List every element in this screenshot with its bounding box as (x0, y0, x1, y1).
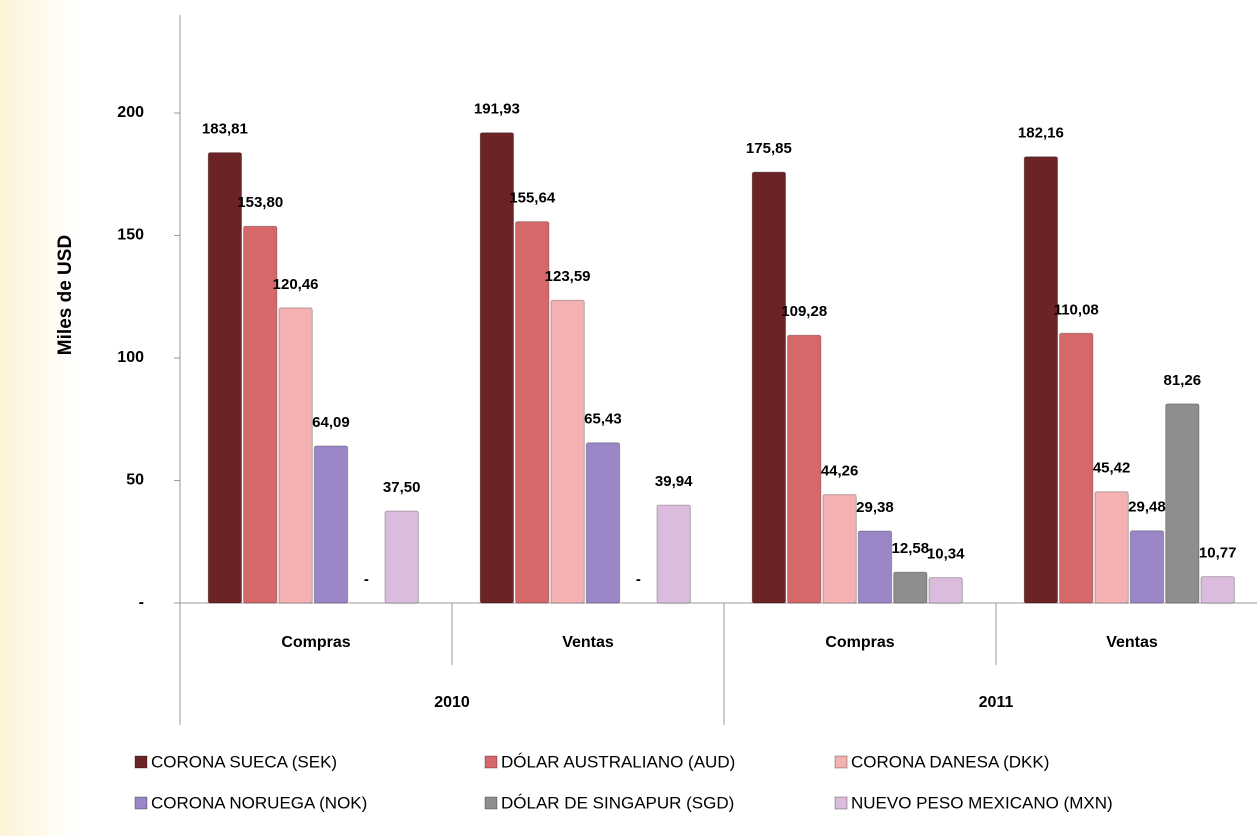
legend-label: CORONA NORUEGA (NOK) (151, 793, 367, 812)
legend-swatch (834, 755, 848, 769)
bar (1023, 156, 1059, 604)
bar (479, 132, 515, 604)
bar (1165, 403, 1200, 604)
y-tick-label: 200 (117, 104, 144, 121)
legend-label: DÓLAR AUSTRALIANO (AUD) (501, 752, 735, 771)
legend-label: DÓLAR DE SINGAPUR (SGD) (501, 793, 734, 812)
bar (656, 504, 691, 604)
legend-label: NUEVO PESO MEXICANO (MXN) (851, 793, 1113, 812)
bar (278, 307, 313, 604)
bar (857, 530, 893, 604)
legend-swatch (484, 755, 498, 769)
legend-label: CORONA SUECA (SEK) (151, 752, 337, 771)
value-label: 153,80 (237, 194, 283, 211)
value-label: 65,43 (584, 411, 622, 428)
value-label: 155,64 (509, 190, 556, 207)
legend-swatch (134, 796, 148, 810)
value-label: 110,08 (1054, 301, 1099, 318)
bar (787, 334, 822, 604)
x-tick-label: Compras (825, 634, 894, 651)
bar (1094, 491, 1129, 604)
bar (751, 171, 787, 604)
value-label: 175,85 (746, 140, 792, 157)
y-tick-label: 50 (126, 472, 144, 489)
value-label: 191,93 (474, 101, 520, 118)
legend-label: CORONA DANESA (DKK) (851, 752, 1049, 771)
bar (207, 152, 243, 604)
value-label: - (636, 571, 641, 588)
value-label: 29,38 (856, 499, 894, 516)
value-label: 183,81 (202, 121, 248, 138)
legend-swatch (134, 755, 148, 769)
bar (822, 494, 857, 604)
value-label: 29,48 (1128, 499, 1166, 516)
bar (928, 577, 963, 604)
bar (893, 571, 928, 604)
x-tick-label: Ventas (562, 634, 614, 651)
value-label: 12,58 (892, 540, 930, 557)
value-label: 45,42 (1093, 460, 1131, 477)
bar (1200, 576, 1235, 604)
bar (550, 299, 585, 604)
y-axis-label: Miles de USD (55, 235, 76, 355)
bar (313, 445, 349, 604)
value-label: 64,09 (312, 414, 350, 431)
legend-swatch (484, 796, 498, 810)
group-label: 2011 (979, 694, 1014, 711)
value-label: - (364, 571, 369, 588)
x-tick-label: Ventas (1106, 634, 1158, 651)
value-label: 44,26 (821, 463, 859, 480)
value-label: 37,50 (383, 479, 421, 496)
group-label: 2010 (434, 694, 470, 711)
value-label: 123,59 (545, 268, 591, 285)
value-label: 10,77 (1199, 545, 1237, 562)
value-label: 10,34 (927, 546, 965, 563)
bar (1059, 332, 1094, 604)
value-label: 182,16 (1018, 125, 1064, 142)
y-tick-label: - (139, 594, 144, 611)
x-tick-label: Compras (281, 634, 350, 651)
y-tick-label: 100 (117, 349, 144, 366)
value-label: 120,46 (273, 276, 319, 293)
y-tick-label: 150 (117, 227, 144, 244)
value-label: 39,94 (655, 473, 693, 490)
legend-swatch (834, 796, 848, 810)
value-label: 109,28 (781, 303, 827, 320)
bar (515, 221, 550, 604)
value-label: 81,26 (1164, 372, 1202, 389)
bar (384, 510, 419, 604)
bar (1129, 530, 1165, 604)
bar (243, 225, 278, 604)
bar (585, 442, 621, 604)
